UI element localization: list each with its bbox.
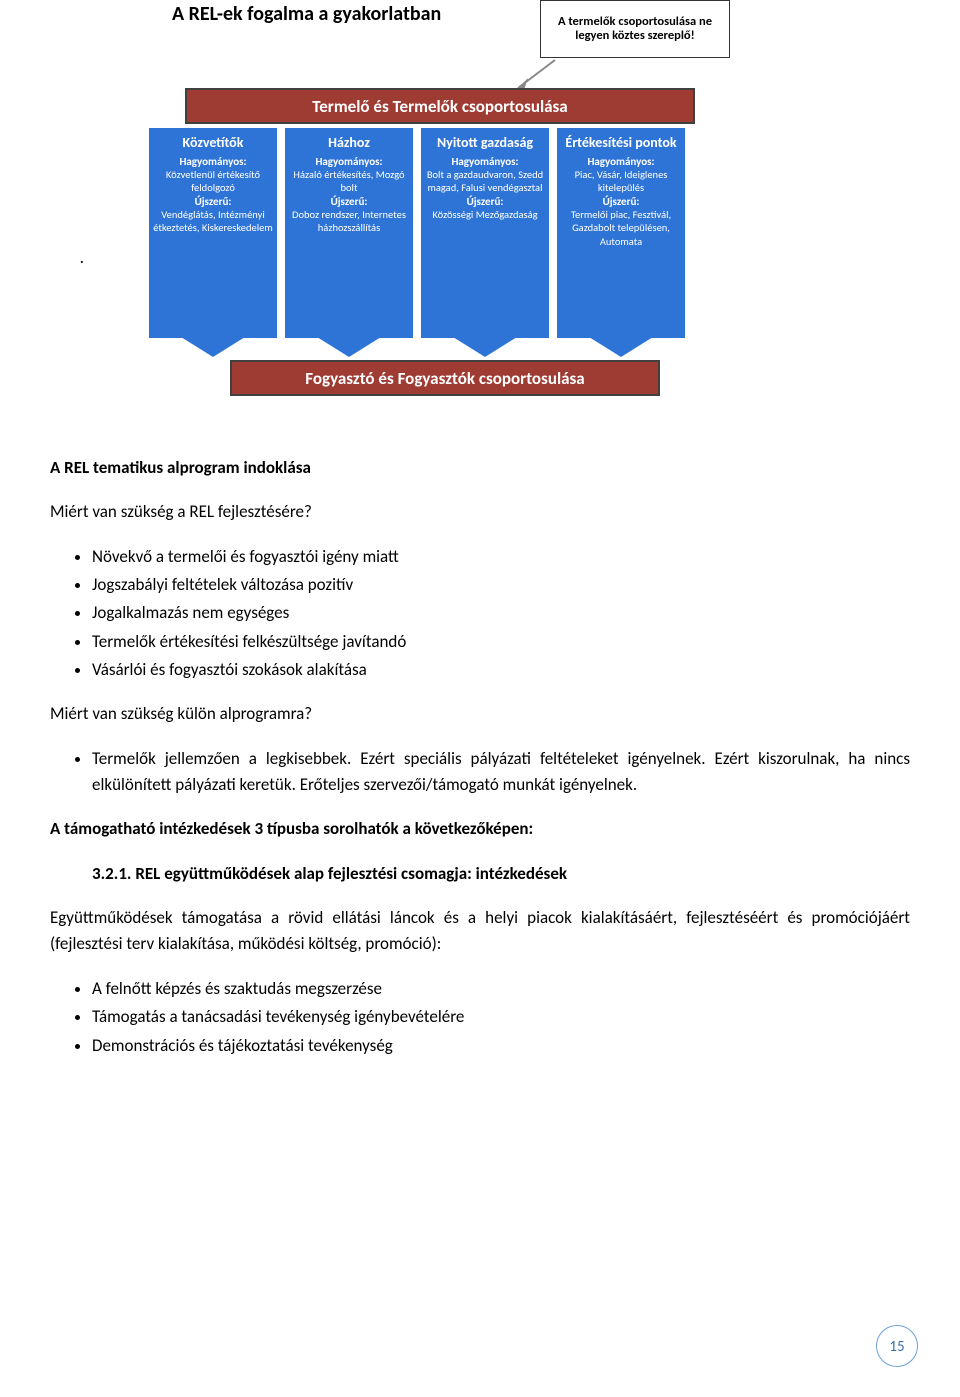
- col-title: Házhoz: [289, 134, 409, 152]
- arrow-down-icon: [317, 337, 381, 357]
- list-item: Termelők jellemzően a legkisebbek. Ezért…: [92, 746, 910, 799]
- column-hazhoz: Házhoz Hagyományos: Házaló értékesítés, …: [285, 128, 413, 338]
- col-title: Értékesítési pontok: [561, 134, 681, 152]
- page-number: 15: [876, 1325, 918, 1367]
- side-dot: .: [80, 250, 84, 267]
- document-body: A REL tematikus alprogram indoklása Miér…: [50, 455, 910, 1077]
- col-label: Újszerű:: [425, 195, 545, 209]
- list-item: Demonstrációs és tájékoztatási tevékenys…: [92, 1033, 910, 1059]
- col-text: Piac, Vásár, Ideiglenes kitelepülés: [561, 168, 681, 194]
- bullet-list-3: A felnőtt képzés és szaktudás megszerzés…: [92, 976, 910, 1059]
- col-text: Vendéglátás, Intézményi étkeztetés, Kisk…: [153, 208, 273, 234]
- list-item: A felnőtt képzés és szaktudás megszerzés…: [92, 976, 910, 1002]
- column-nyitott: Nyitott gazdaság Hagyományos: Bolt a gaz…: [421, 128, 549, 338]
- diagram-title: A REL-ek fogalma a gyakorlatban: [172, 2, 441, 26]
- col-text: Közvetlenül értékesítő feldolgozó: [153, 168, 273, 194]
- col-text: Termelői piac, Fesztivál, Gazdabolt tele…: [561, 208, 681, 247]
- top-bar: Termelő és Termelők csoportosulása: [185, 88, 695, 124]
- callout-box: A termelők csoportosulása ne legyen közt…: [540, 0, 730, 58]
- bottom-bar: Fogyasztó és Fogyasztók csoportosulása: [230, 360, 660, 396]
- arrow-down-icon: [453, 337, 517, 357]
- col-label: Hagyományos:: [561, 155, 681, 169]
- list-item: Jogalkalmazás nem egységes: [92, 600, 910, 626]
- col-title: Nyitott gazdaság: [425, 134, 545, 152]
- question-1: Miért van szükség a REL fejlesztésére?: [50, 499, 910, 525]
- list-item: Termelők értékesítési felkészültsége jav…: [92, 629, 910, 655]
- col-title: Közvetítők: [153, 134, 273, 152]
- col-text: Doboz rendszer, Internetes házhozszállít…: [289, 208, 409, 234]
- arrow-down-icon: [589, 337, 653, 357]
- arrow-down-icon: [181, 337, 245, 357]
- bullet-list-2: Termelők jellemzően a legkisebbek. Ezért…: [92, 746, 910, 799]
- bullet-list-1: Növekvő a termelői és fogyasztói igény m…: [92, 544, 910, 684]
- col-label: Újszerű:: [561, 195, 681, 209]
- col-text: Házaló értékesítés, Mozgó bolt: [289, 168, 409, 194]
- list-item: Jogszabályi feltételek változása pozitív: [92, 572, 910, 598]
- col-label: Újszerű:: [153, 195, 273, 209]
- list-item: Növekvő a termelői és fogyasztói igény m…: [92, 544, 910, 570]
- rel-diagram: . A REL-ek fogalma a gyakorlatban A term…: [100, 0, 820, 420]
- paragraph-egyuttmukodesek: Együttműködések támogatása a rövid ellát…: [50, 905, 910, 958]
- list-item: Támogatás a tanácsadási tevékenység igén…: [92, 1004, 910, 1030]
- section-number-321: 3.2.1. REL együttműködések alap fejleszt…: [92, 861, 910, 887]
- heading-tipusok: A támogatható intézkedések 3 típusba sor…: [50, 816, 910, 842]
- col-label: Hagyományos:: [153, 155, 273, 169]
- col-label: Újszerű:: [289, 195, 409, 209]
- column-kozvetitok: Közvetítők Hagyományos: Közvetlenül érté…: [149, 128, 277, 338]
- col-text: Közösségi Mezőgazdaság: [425, 208, 545, 221]
- col-label: Hagyományos:: [289, 155, 409, 169]
- col-label: Hagyományos:: [425, 155, 545, 169]
- col-text: Bolt a gazdaudvaron, Szedd magad, Falusi…: [425, 168, 545, 194]
- list-item: Vásárlói és fogyasztói szokások alakítás…: [92, 657, 910, 683]
- heading-indoklasa: A REL tematikus alprogram indoklása: [50, 455, 910, 481]
- question-2: Miért van szükség külön alprogramra?: [50, 701, 910, 727]
- column-ertekesitesi: Értékesítési pontok Hagyományos: Piac, V…: [557, 128, 685, 338]
